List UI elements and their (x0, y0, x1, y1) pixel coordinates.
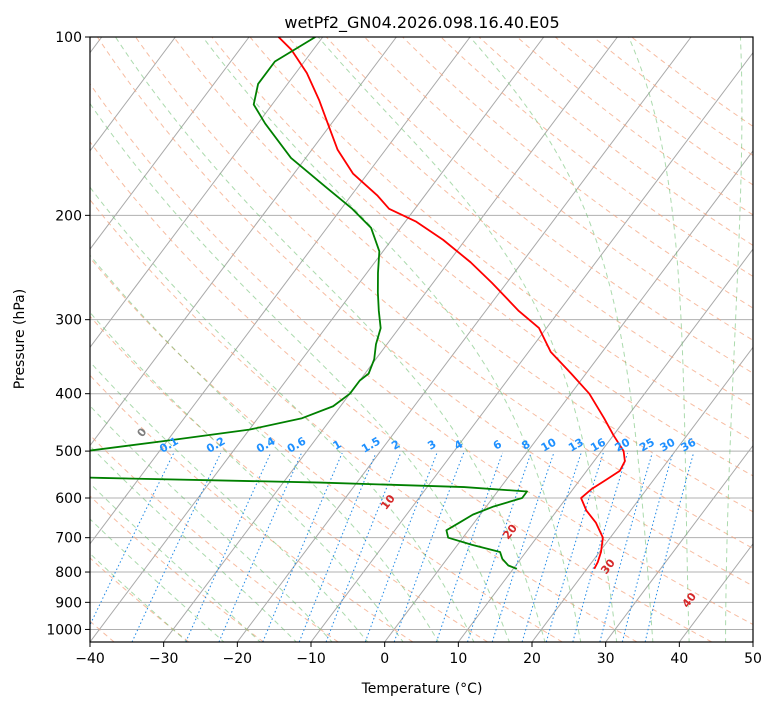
y-axis-label: Pressure (hPa) (12, 289, 28, 389)
isotherm-line (90, 37, 176, 152)
x-tick-label: 50 (744, 651, 762, 667)
x-tick-label: −10 (296, 651, 326, 667)
y-tick-label: 900 (55, 595, 82, 611)
x-tick-label: −40 (75, 651, 105, 667)
mixing-ratio-line (572, 452, 629, 642)
skewed-isotherms (90, 37, 753, 642)
isotherm-line (310, 51, 753, 642)
y-tick-label: 600 (55, 491, 82, 507)
dry-adiabat-line (249, 37, 753, 442)
y-tick-label: 200 (55, 208, 82, 224)
dry-adiabat-line (402, 37, 753, 309)
dry-adiabat-line (287, 37, 753, 408)
y-tick-label: 700 (55, 531, 82, 547)
moist-adiabat-line (469, 37, 654, 642)
moist-adiabat-line (628, 37, 690, 642)
dry-adiabat-line (593, 37, 753, 157)
isotherm-line (90, 37, 397, 447)
isotherm-line (531, 346, 753, 642)
dry-adiabat-line (90, 141, 712, 642)
mixing-ratio-line (644, 452, 695, 642)
x-tick-label: 10 (449, 651, 467, 667)
y-tick-label: 400 (55, 387, 82, 403)
axes: −40 −30 −20 −10 0 10 20 30 40 50 100 200 300 400 500 60… (46, 30, 762, 667)
dry-adiabat-line (90, 198, 638, 642)
y-tick-label: 100 (55, 30, 82, 46)
dry-adiabat-line (90, 374, 414, 642)
isotherm-line (90, 37, 545, 642)
isotherm-line (90, 37, 250, 250)
dry-adiabat-line (364, 37, 753, 341)
mixing-ratio-line (545, 452, 604, 642)
y-tick-label: 800 (55, 565, 82, 581)
moist-adiabat-line (90, 482, 261, 642)
x-tick-label: 30 (597, 651, 615, 667)
temperature-profile-line (277, 37, 626, 570)
mixing-ratio-line (491, 452, 555, 642)
moist-adiabat-line (725, 37, 743, 642)
isotherm-line (457, 248, 753, 642)
dry-adiabat-line (516, 37, 753, 216)
mixing-ratio-line (621, 452, 674, 642)
dry-adiabat-line (325, 37, 753, 374)
mixing-ratio-line (521, 452, 582, 642)
moist-adiabat-line (90, 405, 333, 642)
x-tick-label: 40 (670, 651, 688, 667)
dry-adiabat-line (173, 37, 753, 513)
y-tick-label: 300 (55, 313, 82, 329)
moist-adiabat-line (90, 361, 369, 642)
isotherm-line (605, 444, 753, 642)
moist-adiabat-line (202, 37, 582, 642)
plot-area: 0.10.20.40.611.52346810131620253036-100-… (90, 37, 753, 642)
x-tick-label: 20 (523, 651, 541, 667)
sounding-profiles (90, 37, 626, 570)
dry-adiabat-line (211, 37, 753, 477)
dry-adiabat-line (90, 83, 753, 626)
mixing-ratio-line (90, 452, 175, 627)
mixing-ratio-line (599, 452, 653, 642)
mixing-ratio-lines (90, 452, 695, 642)
isotherm-line (236, 37, 692, 642)
mixing-ratio-line (185, 452, 272, 642)
x-tick-label: 0 (380, 651, 389, 667)
mixing-ratio-line (435, 452, 503, 642)
dry-adiabat-line (135, 37, 753, 549)
moist-adiabat-line (90, 254, 440, 642)
moist-adiabat-line (90, 552, 189, 642)
mixing-ratio-line (393, 452, 465, 642)
moist-adiabat-line (90, 102, 510, 642)
isotherm-line (90, 37, 471, 545)
dewpoint-profile-line (90, 37, 528, 570)
y-tick-label: 500 (55, 444, 82, 460)
y-tick-label: 1000 (46, 622, 82, 638)
moist-adiabat-line (90, 311, 404, 642)
x-axis-label: Temperature (°C) (361, 681, 483, 697)
moist-adiabat-line (90, 186, 475, 642)
chart-title: wetPf2_GN04.2026.098.16.40.E05 (284, 13, 559, 33)
mixing-ratio-line (131, 452, 222, 642)
moist-adiabat-line (90, 445, 297, 642)
plot-frame (89, 36, 754, 643)
dry-adiabat-line (554, 37, 753, 186)
x-tick-label: −30 (149, 651, 179, 667)
x-tick-label: −20 (223, 651, 253, 667)
isotherm-line (90, 37, 324, 349)
mixing-ratio-line (364, 452, 438, 642)
dry-adiabat-line (90, 434, 339, 642)
mixing-ratio-line (467, 452, 532, 642)
pressure-gridlines (90, 37, 753, 630)
isotherm-line (163, 37, 618, 642)
